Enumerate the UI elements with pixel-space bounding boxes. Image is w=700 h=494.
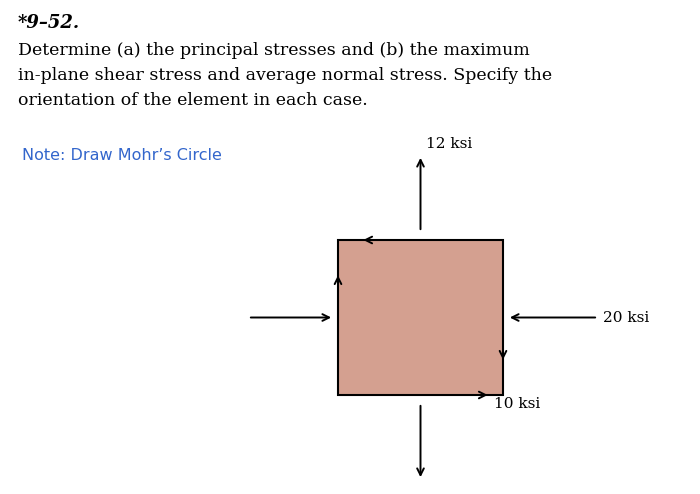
Text: Determine (a) the principal stresses and (b) the maximum
in-plane shear stress a: Determine (a) the principal stresses and… (18, 42, 552, 109)
Text: 10 ksi: 10 ksi (494, 397, 540, 411)
Text: 12 ksi: 12 ksi (426, 137, 473, 151)
Text: *9–52.: *9–52. (18, 14, 80, 32)
Text: 20 ksi: 20 ksi (603, 311, 650, 325)
Bar (338, 240, 503, 395)
Text: Note: Draw Mohr’s Circle: Note: Draw Mohr’s Circle (22, 148, 222, 163)
